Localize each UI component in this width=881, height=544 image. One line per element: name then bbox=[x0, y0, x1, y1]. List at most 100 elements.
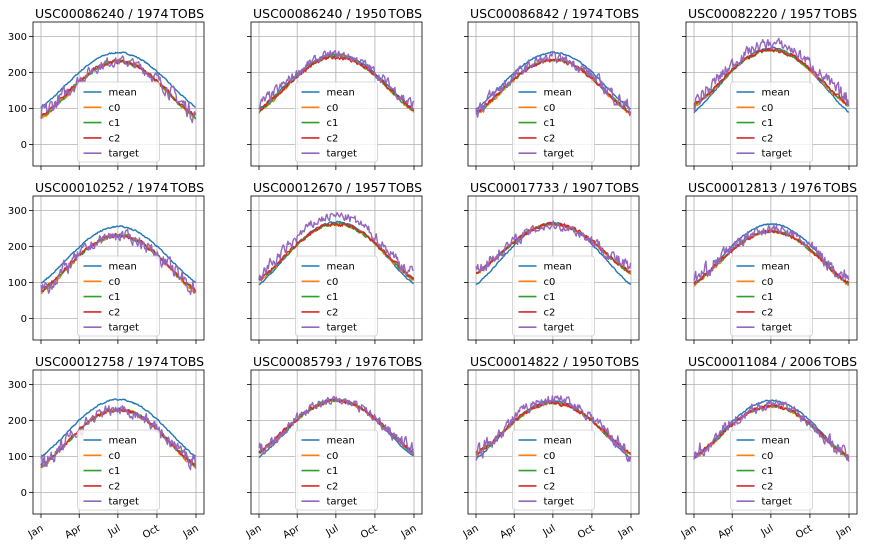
legend-label-c2: c2 bbox=[327, 133, 339, 144]
legend-label-c1: c1 bbox=[327, 292, 339, 303]
subplot-element-label: TOBS bbox=[604, 354, 639, 369]
legend-box bbox=[512, 255, 595, 337]
legend-box bbox=[730, 255, 813, 337]
legend-label-c2: c2 bbox=[544, 133, 556, 144]
subplot: USC00012758 / 1974 TOBS 0 100 200 300 Jan Apr Ju… bbox=[8, 354, 205, 542]
subplot: USC00017733 / 1907 TOBS mean c0 c1 c2 target bbox=[464, 180, 640, 344]
legend-label-target: target bbox=[327, 497, 357, 508]
legend-label-c2: c2 bbox=[762, 133, 774, 144]
legend-label-mean: mean bbox=[109, 88, 137, 99]
legend-label-target: target bbox=[762, 149, 792, 160]
legend-label-c0: c0 bbox=[762, 277, 774, 288]
legend-box bbox=[77, 255, 160, 337]
legend-label-c2: c2 bbox=[544, 307, 556, 318]
legend: mean c0 c1 c2 target bbox=[295, 255, 378, 337]
legend-label-target: target bbox=[544, 149, 574, 160]
legend-label-target: target bbox=[327, 149, 357, 160]
legend-label-c0: c0 bbox=[544, 451, 556, 462]
legend-label-c0: c0 bbox=[544, 277, 556, 288]
legend: mean c0 c1 c2 target bbox=[512, 429, 595, 511]
legend-label-mean: mean bbox=[327, 262, 355, 273]
subplot-element-label: TOBS bbox=[822, 180, 857, 195]
legend-box bbox=[77, 81, 160, 163]
x-tick-label: Apr bbox=[281, 523, 302, 542]
legend-label-c0: c0 bbox=[109, 451, 121, 462]
legend-label-c1: c1 bbox=[762, 292, 774, 303]
axes-frame bbox=[250, 369, 423, 515]
y-tick-label: 300 bbox=[8, 206, 27, 217]
series-line-target bbox=[693, 223, 850, 283]
subplot-title: USC00086842 / 1974 bbox=[470, 6, 603, 21]
subplot-element-label: TOBS bbox=[822, 354, 857, 369]
legend-label-c0: c0 bbox=[109, 103, 121, 114]
axes-frame bbox=[467, 21, 640, 167]
subplot-title: USC00082220 / 1957 bbox=[688, 6, 821, 21]
legend-label-c1: c1 bbox=[109, 118, 121, 129]
subplot: USC00011084 / 2006 TOBS Jan Apr Jul Oct Jan mea… bbox=[679, 354, 858, 542]
legend: mean c0 c1 c2 target bbox=[77, 255, 160, 337]
legend-label-mean: mean bbox=[762, 88, 790, 99]
legend-label-mean: mean bbox=[544, 436, 572, 447]
series-line-c2 bbox=[258, 55, 415, 112]
series-line-target bbox=[475, 220, 632, 272]
series-line-target bbox=[475, 50, 632, 118]
legend-label-mean: mean bbox=[327, 88, 355, 99]
subplot-title: USC00017733 / 1907 bbox=[470, 180, 603, 195]
legend-label-c2: c2 bbox=[327, 307, 339, 318]
legend-label-c0: c0 bbox=[762, 451, 774, 462]
subplot-title: USC00012670 / 1957 bbox=[253, 180, 386, 195]
legend-label-mean: mean bbox=[327, 436, 355, 447]
legend-label-c0: c0 bbox=[327, 277, 339, 288]
legend-label-target: target bbox=[327, 323, 357, 334]
legend-label-c1: c1 bbox=[762, 118, 774, 129]
x-tick-label: Oct bbox=[359, 523, 380, 541]
series-line-c2 bbox=[258, 222, 415, 281]
legend-label-target: target bbox=[109, 497, 139, 508]
series-line-target bbox=[693, 399, 850, 462]
legend-label-c0: c0 bbox=[327, 103, 339, 114]
subplot-element-label: TOBS bbox=[604, 6, 639, 21]
subplot-title: USC00086240 / 1974 bbox=[35, 6, 168, 21]
subplot-element-label: TOBS bbox=[169, 6, 204, 21]
legend-label-c1: c1 bbox=[544, 466, 556, 477]
x-tick-label: Jan bbox=[679, 523, 699, 541]
series-line-target bbox=[258, 395, 415, 456]
subplot: USC00086240 / 1950 TOBS mean c0 c1 c2 target bbox=[247, 6, 423, 170]
legend-label-c1: c1 bbox=[109, 466, 121, 477]
subplot-element-label: TOBS bbox=[169, 180, 204, 195]
y-tick-label: 200 bbox=[8, 416, 27, 427]
axes-frame bbox=[32, 21, 205, 167]
subplot-title: USC00085793 / 1976 bbox=[253, 354, 386, 369]
legend-label-target: target bbox=[109, 323, 139, 334]
series-line-target bbox=[475, 395, 632, 463]
legend-label-mean: mean bbox=[109, 436, 137, 447]
legend-label-mean: mean bbox=[544, 88, 572, 99]
legend-label-c0: c0 bbox=[544, 103, 556, 114]
series-line-target bbox=[693, 37, 850, 113]
legend-label-c1: c1 bbox=[327, 466, 339, 477]
legend: mean c0 c1 c2 target bbox=[295, 429, 378, 511]
legend-label-c2: c2 bbox=[109, 307, 121, 318]
legend-label-c2: c2 bbox=[544, 481, 556, 492]
y-tick-label: 100 bbox=[8, 104, 27, 115]
axes-frame bbox=[685, 195, 858, 341]
legend: mean c0 c1 c2 target bbox=[730, 429, 813, 511]
legend-box bbox=[512, 429, 595, 511]
legend-label-c2: c2 bbox=[109, 133, 121, 144]
legend: mean c0 c1 c2 target bbox=[730, 81, 813, 163]
legend-label-target: target bbox=[762, 323, 792, 334]
x-tick-label: Apr bbox=[716, 523, 737, 542]
y-tick-label: 200 bbox=[8, 68, 27, 79]
x-tick-label: Jul bbox=[541, 523, 558, 539]
legend-label-c0: c0 bbox=[109, 277, 121, 288]
x-tick-label: Jan bbox=[26, 523, 46, 541]
y-tick-label: 100 bbox=[8, 278, 27, 289]
legend-label-c1: c1 bbox=[327, 118, 339, 129]
legend-label-c0: c0 bbox=[762, 103, 774, 114]
x-tick-label: Apr bbox=[63, 523, 84, 542]
y-tick-label: 300 bbox=[8, 32, 27, 43]
x-tick-label: Jan bbox=[461, 523, 481, 541]
series-line-target bbox=[40, 405, 197, 471]
subplot: USC00010252 / 1974 TOBS 0 100 200 300 mean c0 c1… bbox=[8, 180, 205, 344]
